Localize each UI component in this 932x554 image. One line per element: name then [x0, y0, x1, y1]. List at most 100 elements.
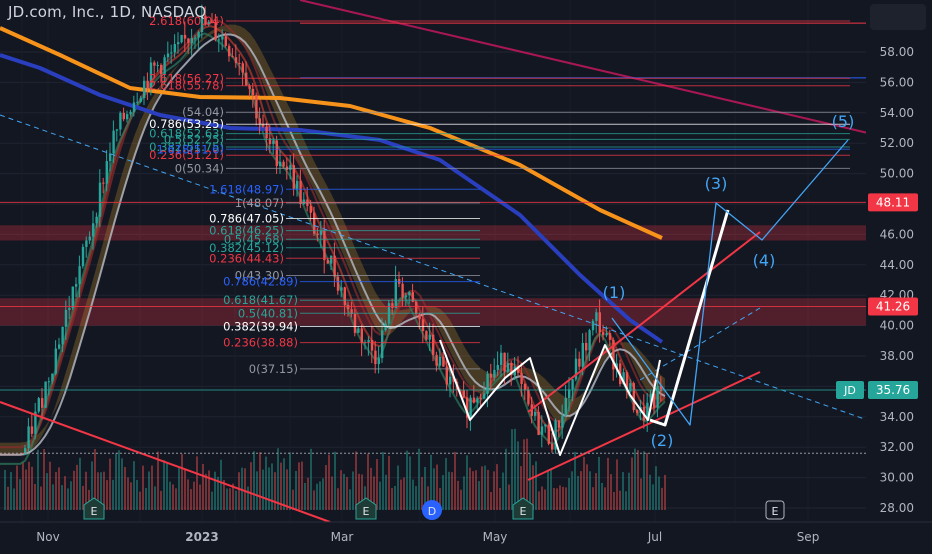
candle-body	[292, 165, 295, 189]
candle-body	[418, 314, 421, 320]
candle-body	[136, 101, 139, 103]
volume-bar	[499, 488, 501, 510]
volume-bar	[604, 487, 606, 510]
candle-body	[81, 246, 85, 267]
candle-body	[61, 326, 64, 345]
event-marker-e[interactable]: E	[83, 497, 105, 520]
volume-bar	[169, 481, 171, 510]
event-marker-e[interactable]: E	[512, 497, 534, 520]
price-axis-tick: 46.00	[880, 227, 914, 241]
fib-level-label: 0.786(42.89)	[223, 275, 298, 289]
event-marker-e[interactable]: E	[355, 497, 377, 520]
price-axis-tick: 50.00	[880, 167, 914, 181]
candle-body	[527, 389, 530, 405]
volume-bar	[376, 459, 378, 510]
earnings-badge	[765, 500, 785, 520]
candle-body	[598, 312, 601, 333]
volume-bar	[622, 472, 624, 510]
candle-body	[336, 276, 340, 291]
symbol-badge-label: JD	[843, 384, 856, 397]
candle-body	[612, 339, 615, 370]
volume-bar	[10, 472, 12, 510]
volume-bar	[448, 471, 450, 510]
volume-bar	[391, 488, 393, 510]
price-axis-tick: 44.00	[880, 258, 914, 272]
event-marker-e[interactable]: E	[765, 500, 785, 520]
volume-bar	[550, 468, 552, 510]
volume-bar	[463, 476, 465, 510]
candle-body	[153, 62, 156, 66]
candle-body	[496, 365, 499, 370]
candle-body	[377, 358, 380, 365]
candle-body	[476, 398, 479, 403]
event-marker-label: E	[363, 505, 370, 518]
volume-bar	[25, 469, 27, 510]
candle-body	[438, 356, 442, 366]
volume-bar	[283, 458, 285, 510]
trendline-upper-right	[299, 0, 932, 149]
volume-bar	[379, 481, 381, 510]
volume-bar	[142, 465, 144, 510]
volume-bar	[496, 464, 498, 510]
candle-body	[602, 332, 605, 336]
volume-bar	[400, 479, 402, 510]
time-axis-tick: May	[483, 530, 508, 544]
candle-body	[374, 350, 377, 365]
price-axis-badge-label: 48.11	[876, 195, 910, 209]
volume-bar	[337, 488, 339, 510]
candle-body	[200, 15, 204, 33]
candle-body	[88, 236, 91, 241]
candle-body	[262, 124, 265, 127]
candle-body	[632, 383, 635, 410]
volume-bar	[292, 489, 294, 510]
candle-body	[251, 88, 255, 96]
candle-body	[483, 393, 486, 399]
volume-bar	[343, 473, 345, 510]
candle-body	[37, 398, 40, 412]
wave-zigzag-line	[439, 339, 661, 456]
fib-level-label: 0.382(45.12)	[209, 241, 284, 255]
candle-body	[564, 398, 567, 416]
fib-level-label: 1.618(48.97)	[209, 182, 284, 196]
volume-bar	[382, 452, 384, 510]
volume-bar	[133, 461, 135, 510]
sma-200-line	[0, 26, 663, 240]
candle-body	[646, 402, 649, 421]
event-marker-d[interactable]: D	[422, 500, 442, 520]
candle-body	[449, 376, 452, 385]
volume-bar	[199, 484, 201, 510]
volume-bar	[307, 477, 309, 510]
price-axis-panel	[866, 0, 932, 522]
candle-body	[143, 80, 146, 99]
candle-body	[544, 424, 547, 427]
volume-bar	[196, 456, 198, 510]
candle-body	[187, 38, 190, 43]
volume-bar	[139, 491, 141, 510]
candle-body	[445, 366, 448, 385]
candle-body	[126, 114, 129, 120]
candle-body	[102, 182, 105, 184]
wave-label: (5)	[832, 112, 855, 131]
volume-bar	[319, 481, 321, 510]
ema-fast-line	[0, 25, 666, 456]
volume-bar	[100, 472, 102, 510]
volume-bar	[454, 452, 456, 510]
chart-settings-box[interactable]	[870, 4, 926, 30]
volume-bar	[373, 476, 375, 510]
volume-bar	[43, 448, 45, 510]
candle-body	[452, 376, 455, 382]
volume-bar	[124, 467, 126, 510]
candle-body	[319, 230, 323, 235]
fib-level-label: 0.618(46.25)	[209, 224, 284, 238]
volume-bar	[31, 466, 33, 510]
candle-body	[435, 354, 438, 366]
candle-body	[302, 199, 306, 205]
volume-bar	[286, 469, 288, 510]
candle-body	[561, 415, 564, 428]
candle-body	[146, 80, 149, 89]
candle-body	[347, 304, 350, 310]
candle-body	[551, 443, 554, 450]
symbol-badge	[836, 381, 864, 400]
